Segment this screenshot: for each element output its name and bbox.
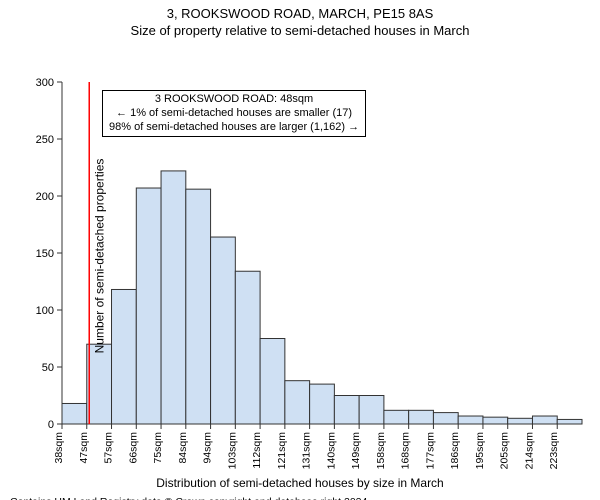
histogram-bar [112, 289, 137, 424]
x-tick-label: 168sqm [400, 432, 412, 470]
x-tick-label: 38sqm [53, 432, 65, 464]
x-tick-label: 158sqm [375, 432, 387, 470]
annotation-box: 3 ROOKSWOOD ROAD: 48sqm ← 1% of semi-det… [102, 90, 366, 137]
histogram-bar [211, 237, 236, 424]
x-tick-label: 57sqm [103, 432, 115, 464]
y-tick-label: 50 [42, 362, 54, 374]
footer: Contains HM Land Registry data © Crown c… [0, 490, 600, 500]
x-axis-label: Distribution of semi-detached houses by … [0, 476, 600, 490]
x-tick-label: 94sqm [202, 432, 214, 464]
histogram-bar [186, 189, 211, 424]
x-tick-label: 214sqm [523, 432, 535, 470]
y-tick-label: 300 [36, 77, 54, 89]
histogram-bar [458, 416, 483, 424]
annotation-line-2: ← 1% of semi-detached houses are smaller… [109, 107, 359, 121]
histogram-bar [532, 416, 557, 424]
histogram-bar [136, 188, 161, 424]
x-tick-label: 75sqm [152, 432, 164, 464]
x-tick-label: 66sqm [127, 432, 139, 464]
histogram-bar [161, 171, 186, 424]
y-tick-label: 150 [36, 248, 54, 260]
x-tick-label: 195sqm [474, 432, 486, 470]
y-axis-label: Number of semi-detached properties [92, 159, 106, 354]
x-tick-label: 121sqm [276, 432, 288, 470]
histogram-bar [508, 418, 533, 424]
histogram-bar [334, 396, 359, 425]
histogram-bar [483, 417, 508, 424]
x-tick-label: 103sqm [226, 432, 238, 470]
x-tick-label: 112sqm [251, 432, 263, 469]
histogram-bar [285, 381, 310, 424]
x-tick-label: 131sqm [301, 432, 313, 470]
histogram-bar [359, 396, 384, 425]
histogram-bar [409, 410, 434, 424]
x-tick-label: 205sqm [499, 432, 511, 470]
y-tick-label: 200 [36, 191, 54, 203]
y-tick-label: 0 [48, 419, 54, 431]
footer-line-1: Contains HM Land Registry data © Crown c… [10, 496, 590, 500]
annotation-line-3: 98% of semi-detached houses are larger (… [109, 121, 359, 135]
x-tick-label: 84sqm [177, 432, 189, 464]
histogram-bar [87, 344, 112, 424]
x-tick-label: 47sqm [78, 432, 90, 464]
histogram-bar [235, 271, 260, 424]
y-tick-label: 250 [36, 134, 54, 146]
x-tick-label: 186sqm [449, 432, 461, 470]
histogram-bar [433, 413, 458, 424]
x-tick-label: 177sqm [424, 432, 436, 470]
page-title-2: Size of property relative to semi-detach… [0, 23, 600, 38]
histogram-bar [384, 410, 409, 424]
x-tick-label: 149sqm [350, 432, 362, 470]
histogram-bar [62, 403, 87, 424]
chart-container: Number of semi-detached properties 0 50 10… [0, 38, 600, 474]
histogram-bar [557, 419, 582, 424]
histogram-bar [260, 339, 285, 425]
x-tick-label: 140sqm [325, 432, 337, 470]
page-title-1: 3, ROOKSWOOD ROAD, MARCH, PE15 8AS [0, 6, 600, 21]
y-tick-label: 100 [36, 305, 54, 317]
x-tick-label: 223sqm [548, 432, 560, 470]
histogram-bar [310, 384, 335, 424]
annotation-line-1: 3 ROOKSWOOD ROAD: 48sqm [109, 93, 359, 107]
